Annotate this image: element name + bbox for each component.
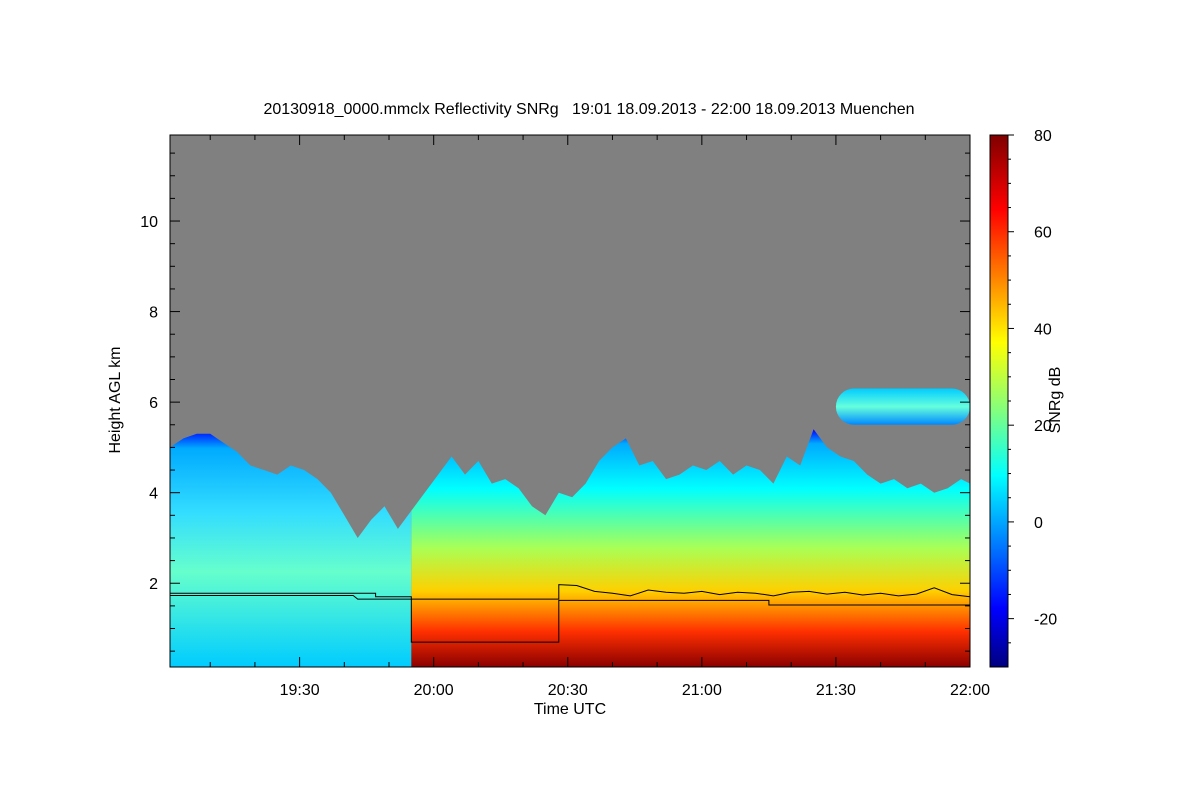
- colorbar-tick-label: 0: [1034, 515, 1043, 532]
- colorbar-tick-label: 60: [1034, 225, 1052, 242]
- colorbar: [989, 134, 1009, 668]
- plot-frame: [169, 134, 971, 668]
- chart-title: 20130918_0000.mmclx Reflectivity SNRg 19…: [263, 101, 914, 118]
- plot-area: [170, 135, 970, 667]
- colorbar-tick-label: -20: [1034, 612, 1057, 629]
- colorbar-label: SNRg dB: [1047, 367, 1064, 434]
- colorbar-axis: -20 0 20 40 60 80: [1008, 128, 1057, 644]
- y-tick-label: 10: [140, 214, 158, 231]
- line-series-group: [170, 584, 970, 643]
- x-axis: 19:30 20:00 20:30 21:00 21:30 22:00: [209, 135, 990, 699]
- echo-region-early: [170, 433, 412, 667]
- upper-cloud-layer: [835, 388, 970, 425]
- x-tick-label: 20:30: [548, 682, 588, 699]
- x-axis-label: Time UTC: [534, 701, 606, 718]
- x-tick-label: 20:00: [414, 682, 454, 699]
- x-tick-label: 19:30: [280, 682, 320, 699]
- colorbar-tick-label: 80: [1034, 128, 1052, 145]
- x-tick-label: 21:00: [682, 682, 722, 699]
- echo-region: [411, 429, 970, 667]
- y-tick-label: 6: [149, 395, 158, 412]
- y-axis-label: Height AGL km: [107, 346, 124, 453]
- colorbar-tick-label: 20: [1034, 418, 1052, 435]
- y-axis: 2 4 6 8 10: [140, 152, 970, 652]
- y-tick-label: 2: [149, 576, 158, 593]
- x-tick-label: 22:00: [950, 682, 990, 699]
- x-tick-label: 21:30: [816, 682, 856, 699]
- y-tick-label: 4: [149, 486, 158, 503]
- line-series-1: [170, 592, 970, 643]
- y-tick-label: 8: [149, 305, 158, 322]
- line-series-2: [170, 584, 970, 600]
- colorbar-tick-label: 40: [1034, 321, 1052, 338]
